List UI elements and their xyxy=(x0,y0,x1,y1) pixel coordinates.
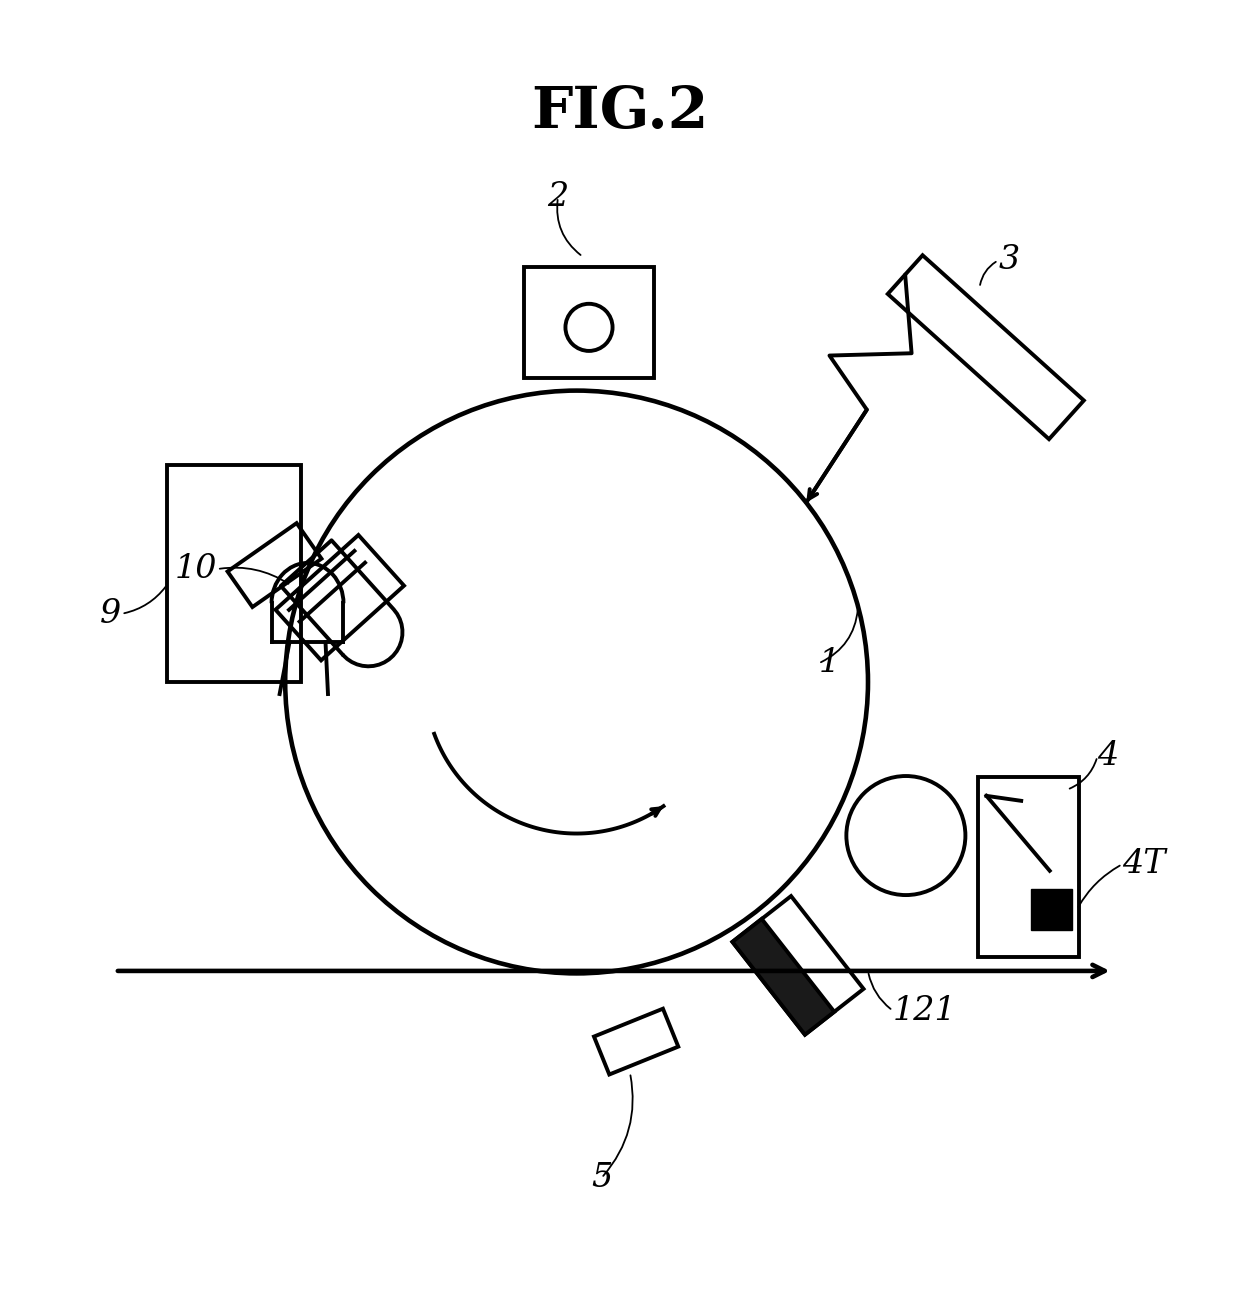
Text: 1: 1 xyxy=(818,647,839,680)
Bar xyxy=(167,465,301,682)
Text: 2: 2 xyxy=(547,181,569,214)
Bar xyxy=(525,267,655,378)
Text: 9: 9 xyxy=(100,598,122,630)
Text: 3: 3 xyxy=(998,245,1019,276)
Text: 4: 4 xyxy=(1097,741,1118,772)
Text: 121: 121 xyxy=(893,995,956,1026)
Bar xyxy=(978,777,1080,957)
Text: 10: 10 xyxy=(175,553,217,585)
Bar xyxy=(1032,889,1073,930)
Polygon shape xyxy=(733,919,835,1035)
Text: FIG.2: FIG.2 xyxy=(531,83,709,139)
Text: 4T: 4T xyxy=(1122,849,1166,880)
Text: 5: 5 xyxy=(590,1161,613,1194)
